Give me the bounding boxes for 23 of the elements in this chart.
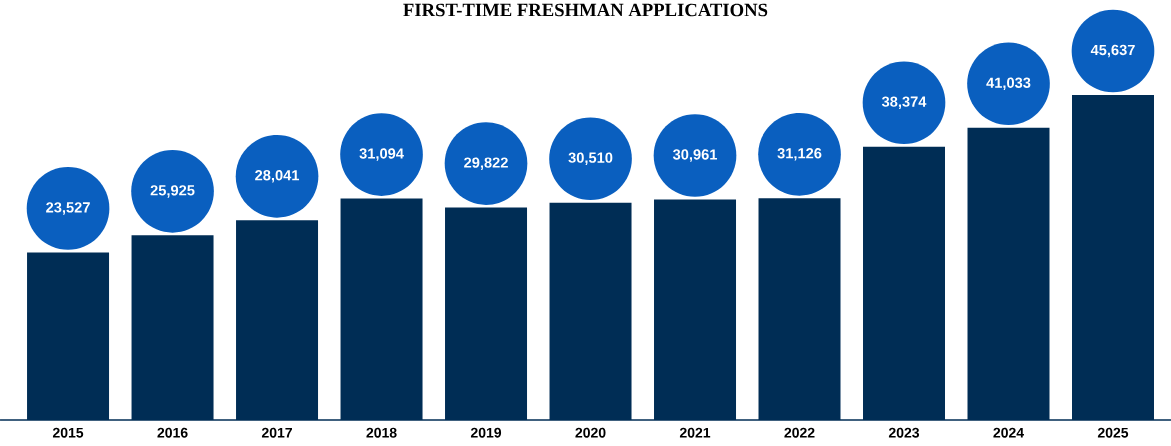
data-label: 30,510 — [568, 152, 613, 165]
x-tick-label: 2024 — [993, 427, 1024, 438]
data-label: 23,527 — [46, 202, 90, 215]
chart-title: FIRST-TIME FRESHMAN APPLICATIONS — [403, 3, 768, 17]
x-tick-label: 2019 — [470, 427, 502, 438]
x-tick-label: 2022 — [784, 427, 815, 438]
data-label: 31,094 — [359, 148, 404, 161]
x-tick-label: 2015 — [52, 427, 84, 438]
x-tick-label: 2023 — [888, 427, 920, 438]
x-tick-label: 2018 — [366, 427, 397, 438]
x-tick-label: 2020 — [575, 427, 606, 438]
x-tick-label: 2025 — [1097, 427, 1129, 438]
x-tick-label: 2017 — [261, 427, 292, 438]
x-tick-label: 2021 — [679, 427, 711, 438]
data-label: 31,126 — [777, 148, 822, 161]
data-label: 38,374 — [881, 96, 927, 109]
data-label: 29,822 — [464, 157, 508, 170]
x-tick-label: 2016 — [157, 427, 188, 438]
data-label: 45,637 — [1090, 44, 1135, 58]
data-label: 41,033 — [986, 77, 1031, 91]
data-label: 30,961 — [672, 149, 718, 162]
data-label: 28,041 — [255, 170, 300, 183]
data-label: 25,925 — [150, 185, 195, 198]
